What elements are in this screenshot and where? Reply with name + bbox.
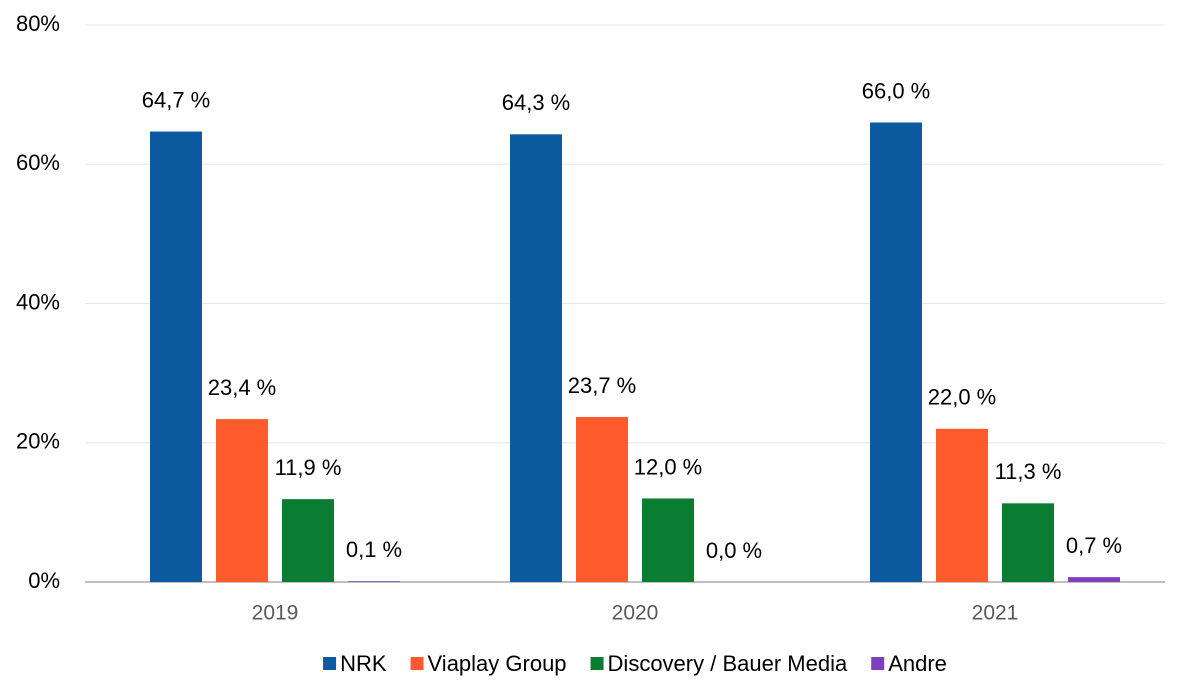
value-label: 23,7 %	[568, 373, 637, 398]
bar	[642, 498, 694, 582]
legend-label: Andre	[888, 651, 947, 676]
legend-swatch	[590, 657, 604, 670]
bar	[1002, 503, 1054, 582]
value-label: 11,3 %	[995, 459, 1062, 484]
y-tick-label: 60%	[16, 150, 60, 175]
legend-swatch	[323, 657, 337, 670]
legend-item: Andre	[871, 651, 947, 676]
y-tick-label: 80%	[16, 11, 60, 36]
value-label: 64,7 %	[142, 87, 211, 112]
bar	[510, 134, 562, 582]
y-tick-label: 40%	[16, 289, 60, 314]
legend-swatch	[871, 657, 885, 670]
x-tick-label: 2020	[612, 602, 659, 625]
value-label: 11,9 %	[275, 455, 342, 480]
y-tick-label: 20%	[16, 429, 60, 454]
y-tick-label: 0%	[28, 568, 60, 593]
value-label: 0,0 %	[706, 538, 762, 563]
legend-item: NRK	[323, 651, 387, 676]
legend-label: Viaplay Group	[428, 651, 567, 676]
bar	[216, 419, 268, 582]
legend-label: Discovery / Bauer Media	[608, 651, 848, 676]
value-label: 0,1 %	[346, 537, 402, 562]
x-tick-label: 2021	[972, 602, 1019, 625]
legend-item: Discovery / Bauer Media	[590, 651, 848, 676]
x-tick-label: 2019	[252, 602, 299, 625]
bar	[870, 122, 922, 582]
legend-label: NRK	[340, 651, 387, 676]
value-label: 23,4 %	[208, 375, 277, 400]
legend-item: Viaplay Group	[410, 651, 567, 676]
value-label: 12,0 %	[634, 454, 703, 479]
bar	[150, 131, 202, 582]
legend: NRK Viaplay Group Discovery / Bauer Media A…	[323, 651, 947, 676]
bar	[936, 428, 988, 582]
value-label: 0,7 %	[1066, 533, 1122, 558]
bar	[1068, 577, 1120, 582]
legend-swatch	[410, 657, 424, 670]
value-label: 64,3 %	[502, 90, 571, 115]
value-label: 66,0 %	[862, 78, 931, 103]
bar	[348, 581, 400, 582]
bar	[576, 416, 628, 582]
bar	[282, 499, 334, 582]
value-label: 22,0 %	[928, 385, 997, 410]
